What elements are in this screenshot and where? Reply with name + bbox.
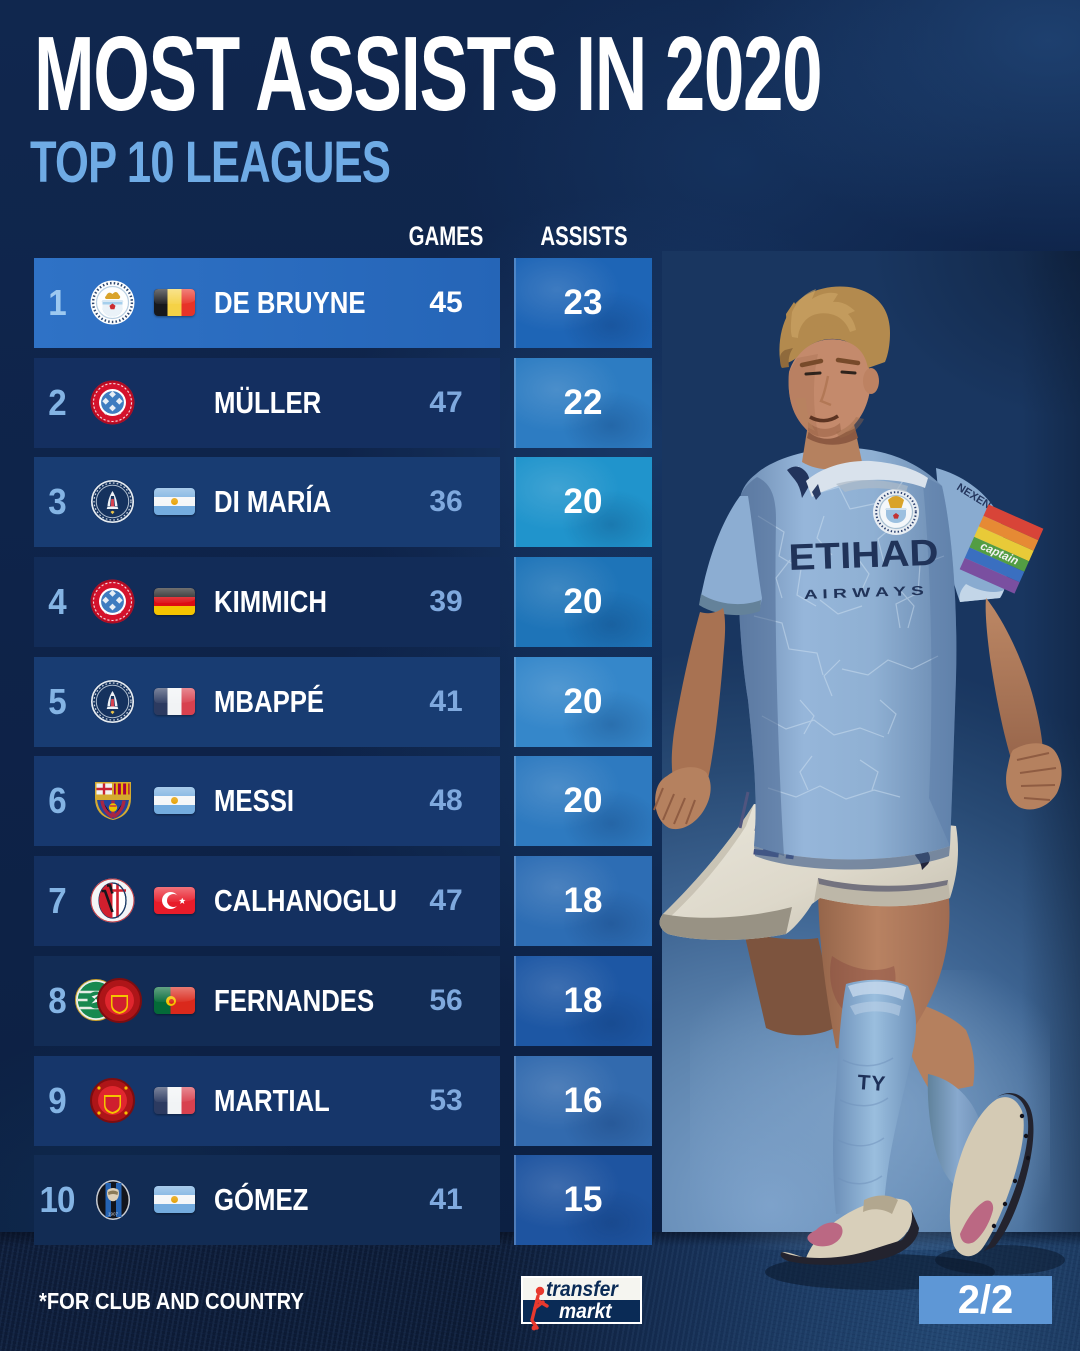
svg-text:1907: 1907 (108, 1212, 119, 1217)
svg-text:ETIHAD: ETIHAD (788, 532, 939, 578)
svg-text:A I R W A Y S: A I R W A Y S (804, 583, 925, 602)
svg-text:TY: TY (857, 1071, 887, 1096)
